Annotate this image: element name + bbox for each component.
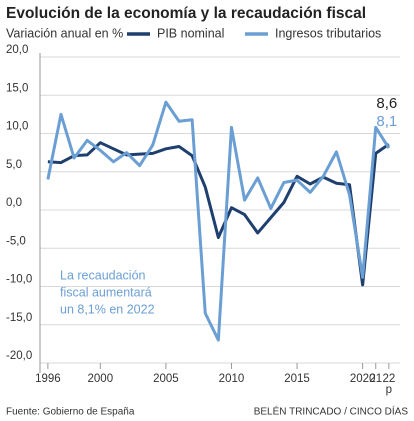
x-tick-label: 22 p xyxy=(382,373,395,396)
value-label: 8,1 xyxy=(376,113,397,130)
y-tick-label: 5,0 xyxy=(6,159,22,171)
y-tick-label: -5,0 xyxy=(6,235,26,247)
x-tick-label: 2005 xyxy=(153,373,179,385)
subtitle: Variación anual en % xyxy=(6,26,123,40)
y-tick-label: -15,0 xyxy=(6,312,32,324)
x-tick-label: 2000 xyxy=(88,373,114,385)
y-tick-label: -10,0 xyxy=(6,274,32,286)
legend-label: PIB nominal xyxy=(157,26,224,40)
y-tick-label: 20,0 xyxy=(6,44,28,56)
x-tick-label-part: p xyxy=(386,384,392,396)
series-line xyxy=(46,100,391,342)
series-line xyxy=(47,141,390,287)
x-tick-label: 2015 xyxy=(284,373,310,385)
y-tick-label: -20,0 xyxy=(6,350,32,362)
y-tick-label: 10,0 xyxy=(6,121,28,133)
x-tick-label: 2020 xyxy=(350,373,376,385)
x-tick-label: 1996 xyxy=(35,373,61,385)
x-tick-label: 21 xyxy=(369,373,382,385)
annotation: La recaudación xyxy=(60,268,146,282)
x-tick-label-part: 22 xyxy=(382,373,395,385)
y-tick-label: 15,0 xyxy=(6,82,28,94)
y-tick-label: 0,0 xyxy=(6,197,22,209)
chart-title: Evolución de la economía y la recaudació… xyxy=(6,5,366,22)
x-tick-label: 2010 xyxy=(219,373,245,385)
legend-label: Ingresos tributarios xyxy=(275,26,381,40)
source: Fuente: Gobierno de España xyxy=(6,407,135,418)
annotation: fiscal aumentará xyxy=(60,285,152,299)
value-label: 8,6 xyxy=(376,95,397,112)
annotation: un 8,1% en 2022 xyxy=(60,302,155,316)
credit: BELÉN TRINCADO / CINCO DÍAS xyxy=(254,405,409,418)
